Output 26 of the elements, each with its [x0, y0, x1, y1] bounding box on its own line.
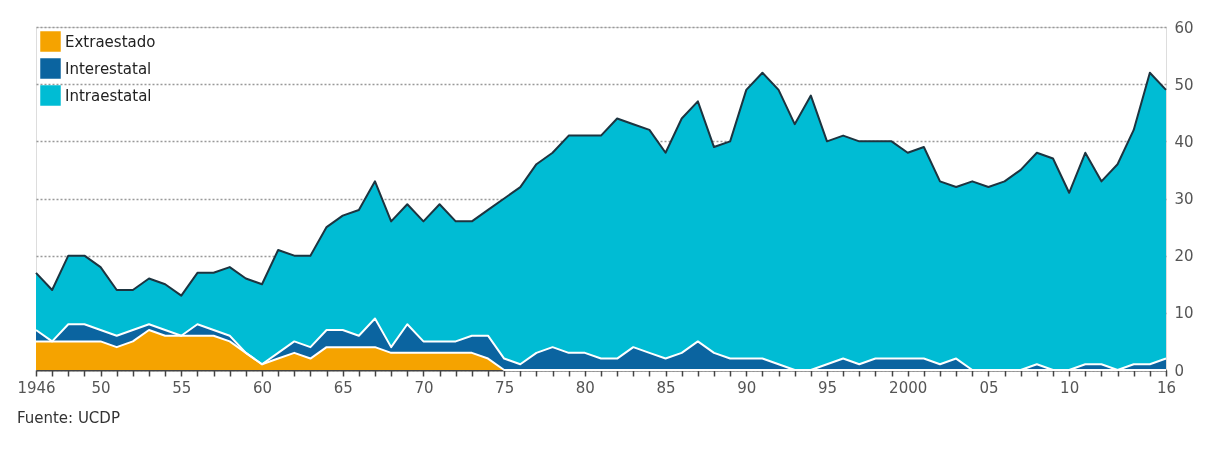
- x-tick-label: 16: [1156, 378, 1177, 397]
- legend-label: Extraestado: [65, 32, 156, 51]
- x-tick-label: 2000: [889, 378, 928, 397]
- y-tick-label: 40: [1174, 132, 1194, 151]
- x-tick-label: 70: [414, 378, 434, 397]
- legend-label: Intraestatal: [65, 86, 152, 105]
- source-note: Fuente: UCDP: [16, 409, 120, 427]
- x-tick-label: 05: [979, 378, 999, 397]
- x-tick-label: 1946: [17, 378, 56, 397]
- x-tick-label: 60: [252, 378, 273, 397]
- y-tick-label: 10: [1174, 304, 1194, 323]
- x-tick-label: 55: [172, 378, 192, 397]
- legend-label: Interestatal: [65, 59, 152, 78]
- x-tick-label: 85: [656, 378, 676, 397]
- x-tick-label: 90: [737, 378, 757, 397]
- y-tick-label: 30: [1174, 190, 1194, 208]
- y-tick-label: 0: [1174, 361, 1185, 380]
- x-tick-label: 80: [575, 378, 595, 397]
- x-tick-label: 65: [333, 378, 353, 397]
- x-tick-label: 10: [1060, 378, 1080, 397]
- y-tick-label: 50: [1174, 75, 1194, 94]
- x-tick-label: 75: [495, 378, 515, 397]
- y-tick-label: 20: [1174, 247, 1194, 266]
- x-tick-label: 50: [91, 378, 111, 397]
- x-tick-label: 95: [817, 378, 838, 397]
- y-tick-label: 60: [1174, 18, 1194, 37]
